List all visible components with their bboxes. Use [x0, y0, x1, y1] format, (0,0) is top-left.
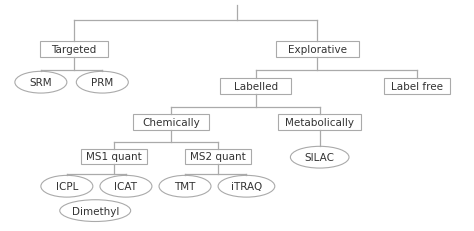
Text: TMT: TMT: [174, 182, 196, 191]
Ellipse shape: [76, 72, 128, 94]
Text: Chemically: Chemically: [142, 117, 200, 127]
FancyBboxPatch shape: [40, 42, 108, 58]
FancyBboxPatch shape: [383, 79, 450, 94]
Text: Dimethyl: Dimethyl: [72, 206, 119, 216]
Text: Labelled: Labelled: [234, 82, 278, 91]
Text: Targeted: Targeted: [51, 45, 97, 55]
Text: Label free: Label free: [391, 82, 443, 91]
FancyBboxPatch shape: [81, 149, 147, 164]
FancyBboxPatch shape: [220, 79, 292, 94]
FancyBboxPatch shape: [276, 42, 359, 58]
FancyBboxPatch shape: [278, 114, 361, 130]
Text: iTRAQ: iTRAQ: [231, 182, 262, 191]
FancyBboxPatch shape: [133, 114, 209, 130]
Text: SRM: SRM: [29, 78, 52, 88]
Text: MS2 quant: MS2 quant: [190, 152, 246, 161]
FancyBboxPatch shape: [185, 149, 251, 164]
Ellipse shape: [41, 176, 93, 197]
Text: PRM: PRM: [91, 78, 113, 88]
Text: MS1 quant: MS1 quant: [86, 152, 142, 161]
Text: Metabolically: Metabolically: [285, 117, 354, 127]
Ellipse shape: [60, 200, 131, 222]
Text: ICPL: ICPL: [55, 182, 78, 191]
Ellipse shape: [159, 176, 211, 197]
Text: ICAT: ICAT: [114, 182, 137, 191]
Ellipse shape: [15, 72, 67, 94]
Ellipse shape: [218, 176, 275, 197]
Ellipse shape: [100, 176, 152, 197]
Text: SILAC: SILAC: [305, 152, 335, 162]
Text: Explorative: Explorative: [288, 45, 347, 55]
Ellipse shape: [291, 147, 349, 168]
